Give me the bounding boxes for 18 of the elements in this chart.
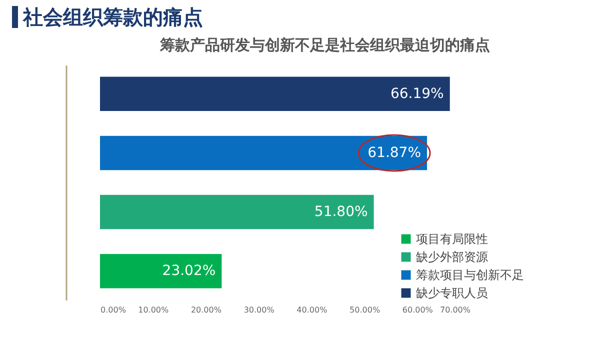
data-label: 51.80% (314, 204, 368, 220)
x-tick-label: 0.00% (100, 306, 126, 314)
x-tick-label: 50.00% (350, 306, 380, 314)
data-label: 23.02% (162, 263, 216, 280)
x-tick-label: 70.00% (440, 306, 471, 314)
x-tick-label: 30.00% (244, 306, 275, 314)
data-label: 61.87% (368, 144, 422, 161)
x-tick-label: 20.00% (190, 306, 222, 314)
legend-label: 筹款项目与创新不足 (416, 268, 524, 282)
chart-subtitle: 筹款产品研发与创新不足是社会组织最迫切的痛点 (159, 36, 490, 54)
legend-label: 缺少专职人员 (416, 286, 488, 300)
legend-label: 项目有局限性 (416, 232, 488, 246)
x-tick-label: 10.00% (138, 306, 169, 314)
data-label: 66.19% (390, 86, 444, 102)
chart-title: 社会组织筹款的痛点 (12, 5, 203, 29)
legend-label: 缺少外部资源 (416, 250, 488, 264)
x-tick-label: 60.00% (402, 306, 434, 314)
x-tick-label: 40.00% (296, 306, 328, 314)
